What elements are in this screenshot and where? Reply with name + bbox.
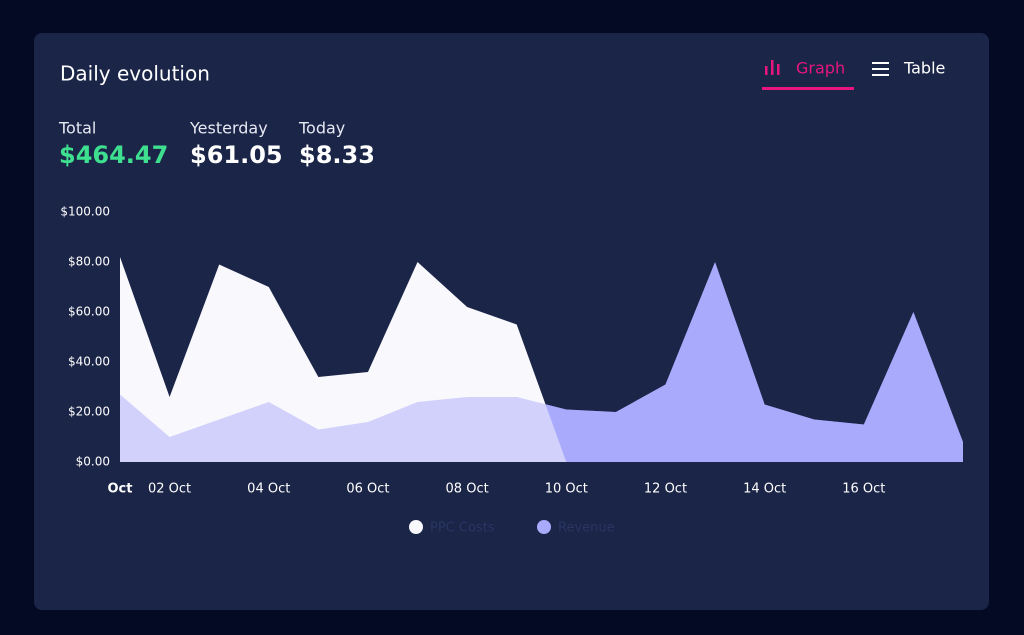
stat-value: $464.47 [59,141,168,169]
card-title: Daily evolution [60,62,210,86]
legend-marker [537,520,551,534]
graph-icon [777,64,780,75]
stat-label: Today [298,119,345,138]
x-tick-label: 12 Oct [644,482,687,497]
card [34,33,989,610]
stat-value: $61.05 [190,141,283,169]
x-tick-label: 04 Oct [247,482,290,497]
x-tick-label: 16 Oct [842,482,885,497]
legend-marker [409,520,423,534]
y-tick-label: $100.00 [60,205,110,219]
x-tick-label: Oct [108,482,133,497]
table-icon [872,62,889,64]
legend-label: PPC Costs [430,521,495,536]
tab-label: Table [903,59,945,78]
stat-label: Total [58,119,96,138]
x-tick-label: 14 Oct [743,482,786,497]
stat-label: Yesterday [189,119,268,138]
graph-icon [771,60,774,75]
x-tick-label: 02 Oct [148,482,191,497]
y-tick-label: $40.00 [68,355,110,369]
tab-underline [762,87,854,90]
graph-tab[interactable]: Graph [762,59,854,91]
y-tick-label: $20.00 [68,405,110,419]
stat-value: $8.33 [299,141,375,169]
table-icon [872,68,889,70]
area-overlay [120,262,963,462]
chart: $0.00 $20.00 $40.00 $60.00 $80.00 $100.00 Oct 0… [60,205,963,536]
x-tick-label: 06 Oct [346,482,389,497]
table-icon [872,74,889,76]
legend-label: Revenue [558,521,615,536]
table-tab[interactable]: Table [872,59,945,78]
graph-icon [765,66,768,75]
y-tick-label: $0.00 [76,455,110,469]
x-tick-label: 08 Oct [446,482,489,497]
y-tick-label: $80.00 [68,255,110,269]
x-tick-label: 10 Oct [545,482,588,497]
tab-label: Graph [796,59,845,78]
y-tick-label: $60.00 [68,305,110,319]
